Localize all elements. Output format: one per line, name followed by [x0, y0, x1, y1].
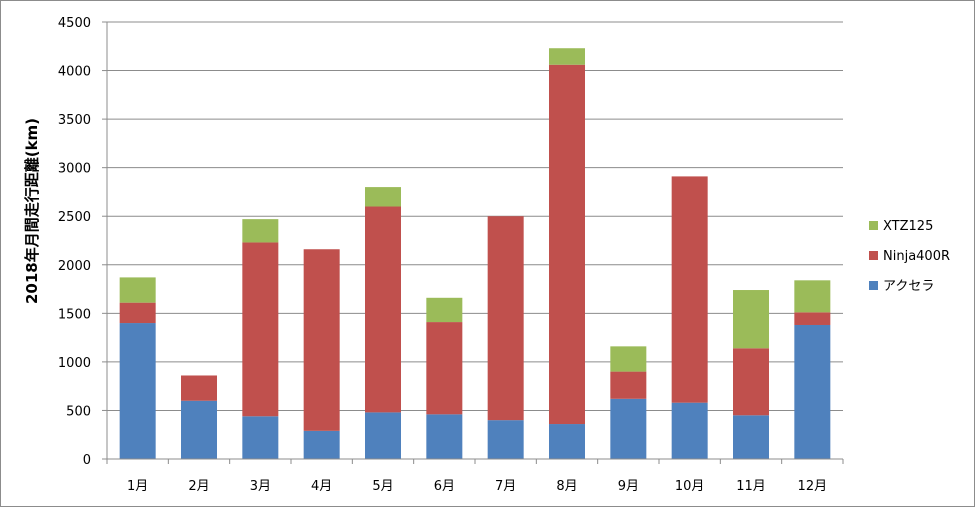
- legend-swatch: [869, 221, 878, 230]
- bar-segment: [733, 348, 769, 416]
- bar-segment: [365, 206, 401, 413]
- x-tick-label: 8月: [556, 479, 577, 494]
- y-tick-label: 2000: [58, 259, 91, 274]
- bar-segment: [181, 400, 217, 459]
- legend-label: Ninja400R: [883, 249, 950, 264]
- legend-label: XTZ125: [883, 219, 933, 234]
- x-tick-label: 7月: [495, 479, 516, 494]
- bar-segment: [549, 64, 585, 425]
- bar-segment: [242, 416, 279, 459]
- x-tick-label: 12月: [798, 479, 828, 494]
- y-tick-label: 3000: [58, 162, 91, 177]
- bar-segment: [549, 48, 585, 65]
- bar-segment: [671, 176, 708, 403]
- y-tick-label: 1500: [58, 307, 91, 322]
- bar-segment: [119, 277, 156, 303]
- bar-segment: [303, 430, 340, 459]
- bar-segment: [549, 424, 585, 459]
- x-tick-label: 4月: [311, 479, 332, 494]
- bar-segment: [733, 415, 769, 459]
- y-tick-labels: 0 500 1000 1500 2000 2500 3000 3500 4000 4500: [58, 16, 91, 468]
- bar-segment: [487, 216, 524, 421]
- bar-segment: [365, 187, 401, 207]
- bar-segment: [610, 346, 647, 372]
- gridlines: [107, 21, 843, 411]
- y-tick-label: 4500: [58, 16, 91, 31]
- bar-segment: [794, 324, 831, 459]
- x-tick-label: 10月: [675, 479, 705, 494]
- y-tick-label: 2500: [58, 210, 91, 225]
- bar-segment: [733, 290, 769, 349]
- x-tick-label: 6月: [434, 479, 455, 494]
- bar-segment: [610, 371, 647, 399]
- legend-swatch: [869, 281, 878, 290]
- x-tick-label: 11月: [736, 479, 766, 494]
- bar-segment: [242, 242, 279, 417]
- y-axis-label: 2018年月間走行距離(km): [23, 118, 41, 304]
- bars: [119, 48, 831, 459]
- bar-segment: [119, 302, 156, 324]
- legend-swatch: [869, 251, 878, 260]
- bar-segment: [242, 219, 279, 243]
- y-tick-label: 1000: [58, 356, 91, 371]
- bar-segment: [487, 420, 524, 459]
- bar-segment: [119, 323, 156, 459]
- x-tick-label: 2月: [188, 479, 209, 494]
- x-tick-label: 9月: [618, 479, 639, 494]
- y-tick-label: 0: [83, 453, 91, 468]
- bar-segment: [181, 375, 217, 401]
- bar-segment: [303, 249, 340, 431]
- bar-segment: [426, 414, 463, 459]
- bar-segment: [365, 412, 401, 459]
- bar-segment: [426, 322, 463, 415]
- y-tick-label: 4000: [58, 65, 91, 80]
- legend-label: アクセラ: [883, 279, 934, 294]
- y-tick-label: 3500: [58, 113, 91, 128]
- bar-segment: [794, 312, 831, 325]
- x-tick-label: 3月: [250, 479, 271, 494]
- legend: XTZ125 Ninja400R アクセラ: [869, 219, 950, 294]
- x-tick-label: 1月: [127, 479, 148, 494]
- bar-segment: [426, 297, 463, 323]
- bar-segment: [610, 398, 647, 459]
- x-tick-label: 5月: [372, 479, 393, 494]
- bar-segment: [671, 402, 708, 459]
- x-tick-labels: 1月 2月 3月 4月 5月 6月 7月 8月 9月 10月 11月 12月: [127, 479, 827, 494]
- bar-segment: [794, 280, 831, 313]
- axes: [102, 21, 844, 464]
- y-tick-label: 500: [66, 404, 91, 419]
